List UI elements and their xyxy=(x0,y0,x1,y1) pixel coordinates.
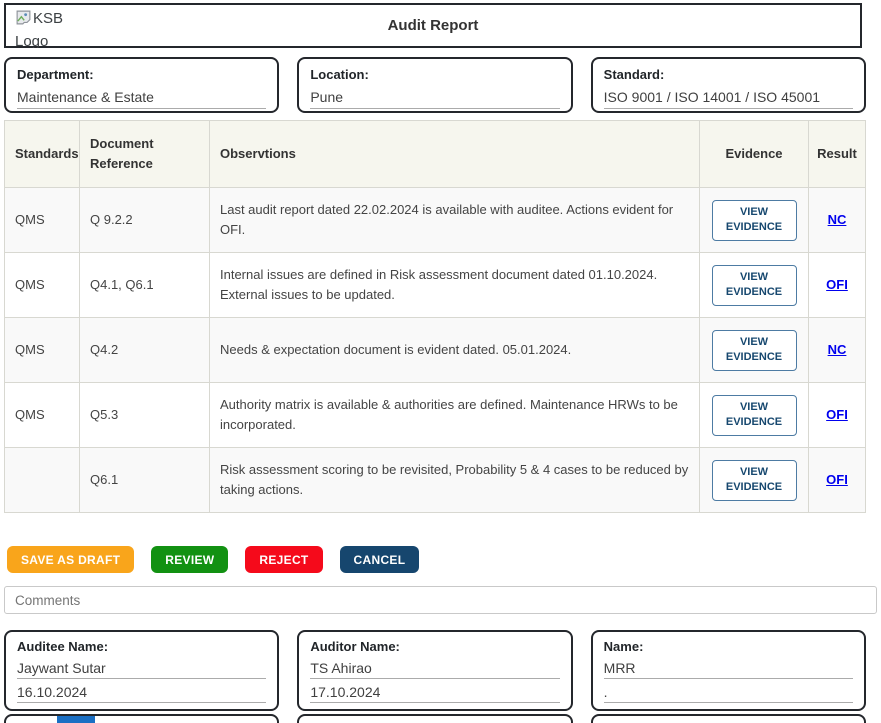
signature-label: Auditor Name: xyxy=(310,639,400,654)
signature-name-field[interactable]: TS Ahirao xyxy=(310,660,560,679)
view-evidence-button[interactable]: VIEW EVIDENCE xyxy=(711,459,797,501)
doc-reference-cell: Q6.1 xyxy=(80,448,210,513)
signature-date-field[interactable]: . xyxy=(603,684,853,703)
standard-cell: QMS xyxy=(5,188,80,253)
signature-name-field[interactable]: Jaywant Sutar xyxy=(17,660,267,679)
info-field-value[interactable]: ISO 9001 / ISO 14001 / ISO 45001 xyxy=(603,89,853,109)
evidence-cell: VIEW EVIDENCE xyxy=(700,188,809,253)
action-button[interactable]: REJECT xyxy=(245,546,323,573)
evidence-cell: VIEW EVIDENCE xyxy=(700,448,809,513)
doc-reference-cell: Q5.3 xyxy=(80,383,210,448)
doc-reference-cell: Q 9.2.2 xyxy=(80,188,210,253)
broken-image-icon xyxy=(15,9,32,32)
signature-name-field[interactable]: MRR xyxy=(603,660,853,679)
info-fields-row: Department: Maintenance & Estate Locatio… xyxy=(4,57,866,113)
table-row: QMS Q5.3 Authority matrix is available &… xyxy=(5,383,866,448)
info-field-box: Standard: ISO 9001 / ISO 14001 / ISO 450… xyxy=(590,57,866,113)
info-field-box: Department: Maintenance & Estate xyxy=(4,57,280,113)
standard-cell: QMS xyxy=(5,318,80,383)
table-row: Q6.1 Risk assessment scoring to be revis… xyxy=(5,448,866,513)
partial-box xyxy=(297,714,573,723)
info-field-value[interactable]: Maintenance & Estate xyxy=(17,89,267,109)
observation-cell: Last audit report dated 22.02.2024 is av… xyxy=(210,188,700,253)
table-body: QMS Q 9.2.2 Last audit report dated 22.0… xyxy=(5,188,866,513)
evidence-cell: VIEW EVIDENCE xyxy=(700,253,809,318)
comments-input[interactable] xyxy=(4,586,877,614)
header-evidence: Evidence xyxy=(700,121,809,188)
page-title: Audit Report xyxy=(387,17,479,34)
result-cell: NC xyxy=(809,318,866,383)
view-evidence-button[interactable]: VIEW EVIDENCE xyxy=(711,199,797,241)
doc-reference-cell: Q4.1, Q6.1 xyxy=(80,253,210,318)
table-row: QMS Q 9.2.2 Last audit report dated 22.0… xyxy=(5,188,866,253)
observation-cell: Needs & expectation document is evident … xyxy=(210,318,700,383)
result-cell: OFI xyxy=(809,383,866,448)
logo-alt-text: KSB Logo xyxy=(15,10,64,48)
partial-box xyxy=(4,714,280,723)
observations-table: Standards Document Reference Observtions… xyxy=(4,120,866,513)
observation-cell: Risk assessment scoring to be revisited,… xyxy=(210,448,700,513)
header-document-reference: Document Reference xyxy=(80,121,210,188)
view-evidence-button[interactable]: VIEW EVIDENCE xyxy=(711,329,797,371)
info-field-box: Location: Pune xyxy=(297,57,573,113)
table-header-row: Standards Document Reference Observtions… xyxy=(5,121,866,188)
result-link[interactable]: OFI xyxy=(826,276,848,292)
result-cell: OFI xyxy=(809,448,866,513)
signatures-row: Auditee Name: Jaywant Sutar 16.10.2024 A… xyxy=(4,630,866,711)
signature-label: Name: xyxy=(603,639,644,654)
table-row: QMS Q4.1, Q6.1 Internal issues are defin… xyxy=(5,253,866,318)
observation-cell: Authority matrix is available & authorit… xyxy=(210,383,700,448)
result-cell: OFI xyxy=(809,253,866,318)
action-button[interactable]: CANCEL xyxy=(339,546,420,573)
standard-cell xyxy=(5,448,80,513)
signature-label: Auditee Name: xyxy=(17,639,109,654)
view-evidence-button[interactable]: VIEW EVIDENCE xyxy=(711,394,797,436)
partial-box xyxy=(590,714,866,723)
table-row: QMS Q4.2 Needs & expectation document is… xyxy=(5,318,866,383)
result-link[interactable]: OFI xyxy=(826,471,848,487)
signature-box: Auditee Name: Jaywant Sutar 16.10.2024 xyxy=(4,630,280,711)
partial-blue-button[interactable] xyxy=(57,716,95,723)
signature-box: Name: MRR . xyxy=(590,630,866,711)
info-field-value[interactable]: Pune xyxy=(310,89,560,109)
view-evidence-button[interactable]: VIEW EVIDENCE xyxy=(711,264,797,306)
signature-date-field[interactable]: 16.10.2024 xyxy=(17,684,267,703)
evidence-cell: VIEW EVIDENCE xyxy=(700,383,809,448)
header-standards: Standards xyxy=(5,121,80,188)
evidence-cell: VIEW EVIDENCE xyxy=(700,318,809,383)
broken-logo-image: KSB Logo xyxy=(15,9,77,48)
signature-box: Auditor Name: TS Ahirao 17.10.2024 xyxy=(297,630,573,711)
header-observations: Observtions xyxy=(210,121,700,188)
action-button[interactable]: SAVE AS DRAFT xyxy=(7,546,135,573)
result-link[interactable]: NC xyxy=(827,341,847,357)
info-field-label: Standard: xyxy=(603,67,665,82)
info-field-label: Location: xyxy=(310,67,369,82)
result-link[interactable]: OFI xyxy=(826,406,848,422)
standard-cell: QMS xyxy=(5,383,80,448)
header-result: Result xyxy=(809,121,866,188)
observation-cell: Internal issues are defined in Risk asse… xyxy=(210,253,700,318)
info-field-label: Department: xyxy=(17,67,94,82)
action-buttons-row: SAVE AS DRAFT REVIEW REJECT CANCEL xyxy=(7,546,420,573)
report-header: KSB Logo Audit Report xyxy=(4,3,862,48)
action-button[interactable]: REVIEW xyxy=(151,546,229,573)
doc-reference-cell: Q4.2 xyxy=(80,318,210,383)
signature-date-field[interactable]: 17.10.2024 xyxy=(310,684,560,703)
cutoff-boxes-row xyxy=(4,714,866,723)
result-link[interactable]: NC xyxy=(827,211,847,227)
standard-cell: QMS xyxy=(5,253,80,318)
result-cell: NC xyxy=(809,188,866,253)
